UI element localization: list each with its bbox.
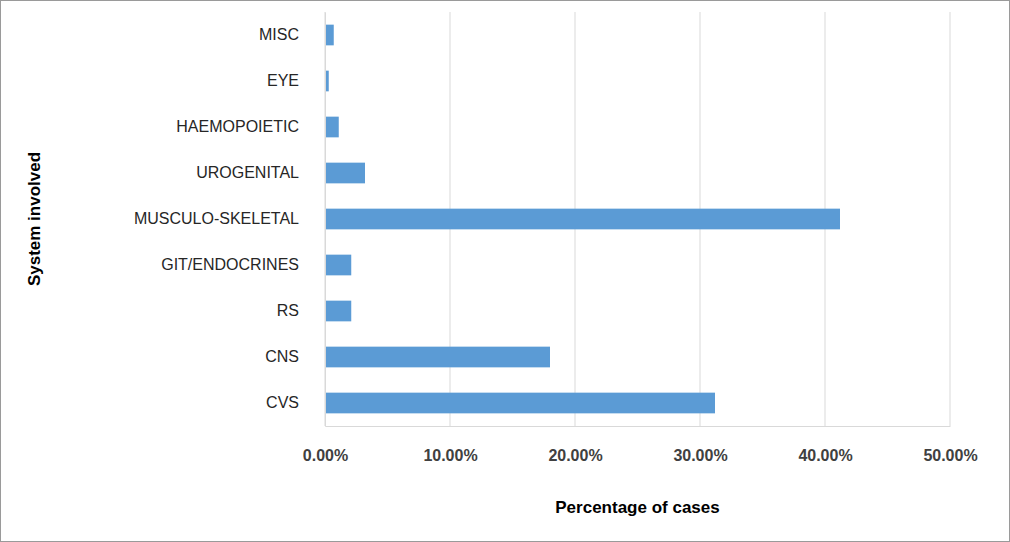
y-tick-label: MUSCULO-SKELETAL [134,210,299,227]
y-tick: UROGENITAL [196,164,325,181]
bar [325,117,339,138]
y-tick: MUSCULO-SKELETAL [134,210,325,227]
bar [325,163,365,184]
x-tick: 0.00% [303,426,348,464]
y-tick-label: GIT/ENDOCRINES [161,256,299,273]
y-tick: CNS [265,348,325,365]
y-tick-label: UROGENITAL [196,164,299,181]
bar [325,393,715,414]
y-tick-label: HAEMOPOIETIC [176,118,299,135]
x-tick-label: 0.00% [303,447,348,464]
x-tick-label: 20.00% [548,447,602,464]
x-tick: 10.00% [423,426,477,464]
bar [325,255,351,276]
grid-line [325,12,326,426]
x-axis-line [326,426,951,427]
bar [325,25,334,46]
x-tick-label: 40.00% [798,447,852,464]
y-tick: GIT/ENDOCRINES [161,256,325,273]
bar [325,347,550,368]
y-axis-title: System involved [25,152,44,286]
grid [325,12,950,426]
y-tick: RS [277,302,325,319]
y-tick: HAEMOPOIETIC [176,118,325,135]
y-tick-label: CNS [265,348,299,365]
x-tick: 40.00% [798,426,852,464]
y-tick-label: MISC [259,26,299,43]
y-tick-label: RS [277,302,299,319]
bar [325,301,351,322]
x-tick: 30.00% [673,426,727,464]
x-tick: 20.00% [548,426,602,464]
y-tick: CVS [266,394,325,411]
x-tick-label: 30.00% [673,447,727,464]
y-tick: EYE [267,72,325,89]
y-tick-label: EYE [267,72,299,89]
grid-line [950,12,951,426]
y-axis-line [325,13,326,427]
x-tick-label: 50.00% [923,447,977,464]
x-axis: 0.00% 10.00% 20.00% 30.00% 40.00% 50.00% [303,426,978,464]
y-tick-label: CVS [266,394,299,411]
x-tick-label: 10.00% [423,447,477,464]
y-tick: MISC [259,26,325,43]
chart: 0.00% 10.00% 20.00% 30.00% 40.00% 50.00% MISC E… [0,0,1010,542]
y-axis: MISC EYE HAEMOPOIETIC UROGENITAL MUSCULO-SKE… [134,13,326,427]
frame [1,1,1010,542]
bar [325,209,840,230]
x-tick: 50.00% [923,426,977,464]
bars [325,25,840,414]
x-axis-title: Percentage of cases [555,498,719,517]
